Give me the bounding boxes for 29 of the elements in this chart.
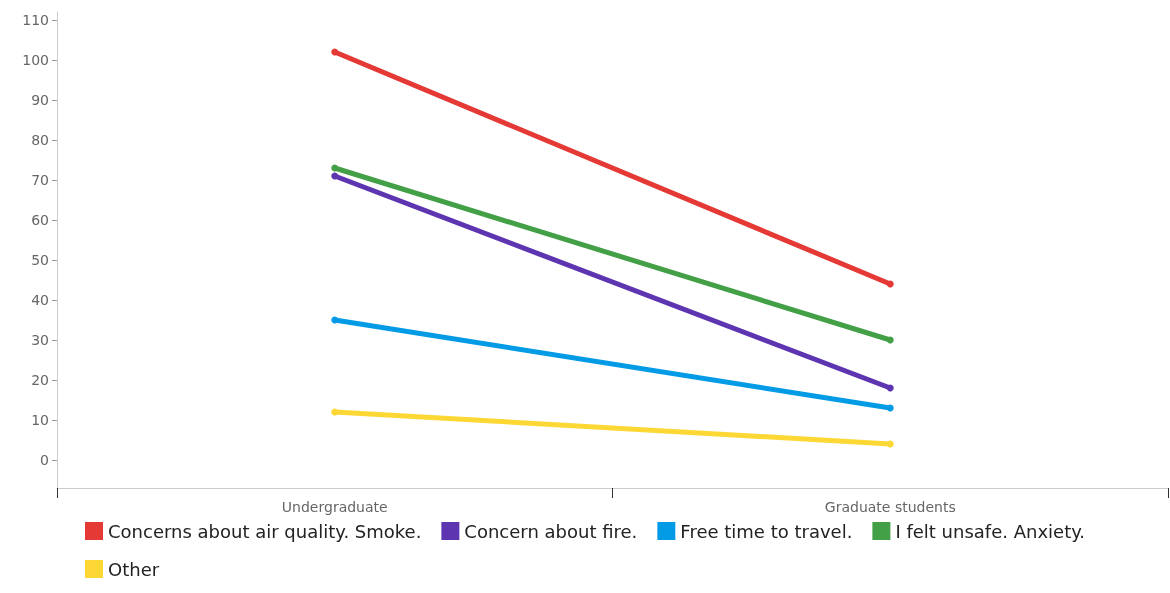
x-tick-label: Undergraduate xyxy=(281,499,388,515)
legend-label: Free time to travel. xyxy=(680,520,853,542)
legend-label: Concern about fire. xyxy=(464,520,638,542)
y-tick-label: 10 xyxy=(31,412,49,428)
y-tick-label: 60 xyxy=(31,212,49,228)
point xyxy=(886,336,894,344)
y-tick-label: 90 xyxy=(31,92,49,108)
point xyxy=(331,316,339,324)
y-tick-label: 20 xyxy=(31,372,49,388)
point xyxy=(886,404,894,412)
y-tick-label: 100 xyxy=(22,52,49,68)
point xyxy=(331,164,339,172)
point xyxy=(886,280,894,288)
x-tick-label: Graduate students xyxy=(824,499,956,515)
y-tick-label: 110 xyxy=(22,12,49,28)
y-tick-label: 40 xyxy=(31,292,49,308)
y-tick-label: 70 xyxy=(31,172,49,188)
y-tick-label: 30 xyxy=(31,332,49,348)
legend-label: Other xyxy=(108,558,160,580)
y-tick-label: 80 xyxy=(31,132,49,148)
point xyxy=(886,440,894,448)
point xyxy=(331,172,339,180)
point xyxy=(886,384,894,392)
point xyxy=(331,48,339,56)
point xyxy=(331,408,339,416)
legend-label: Concerns about air quality. Smoke. xyxy=(108,520,422,542)
y-tick-label: 50 xyxy=(31,252,49,268)
y-tick-label: 0 xyxy=(40,452,49,468)
legend-label: I felt unsafe. Anxiety. xyxy=(895,520,1085,542)
